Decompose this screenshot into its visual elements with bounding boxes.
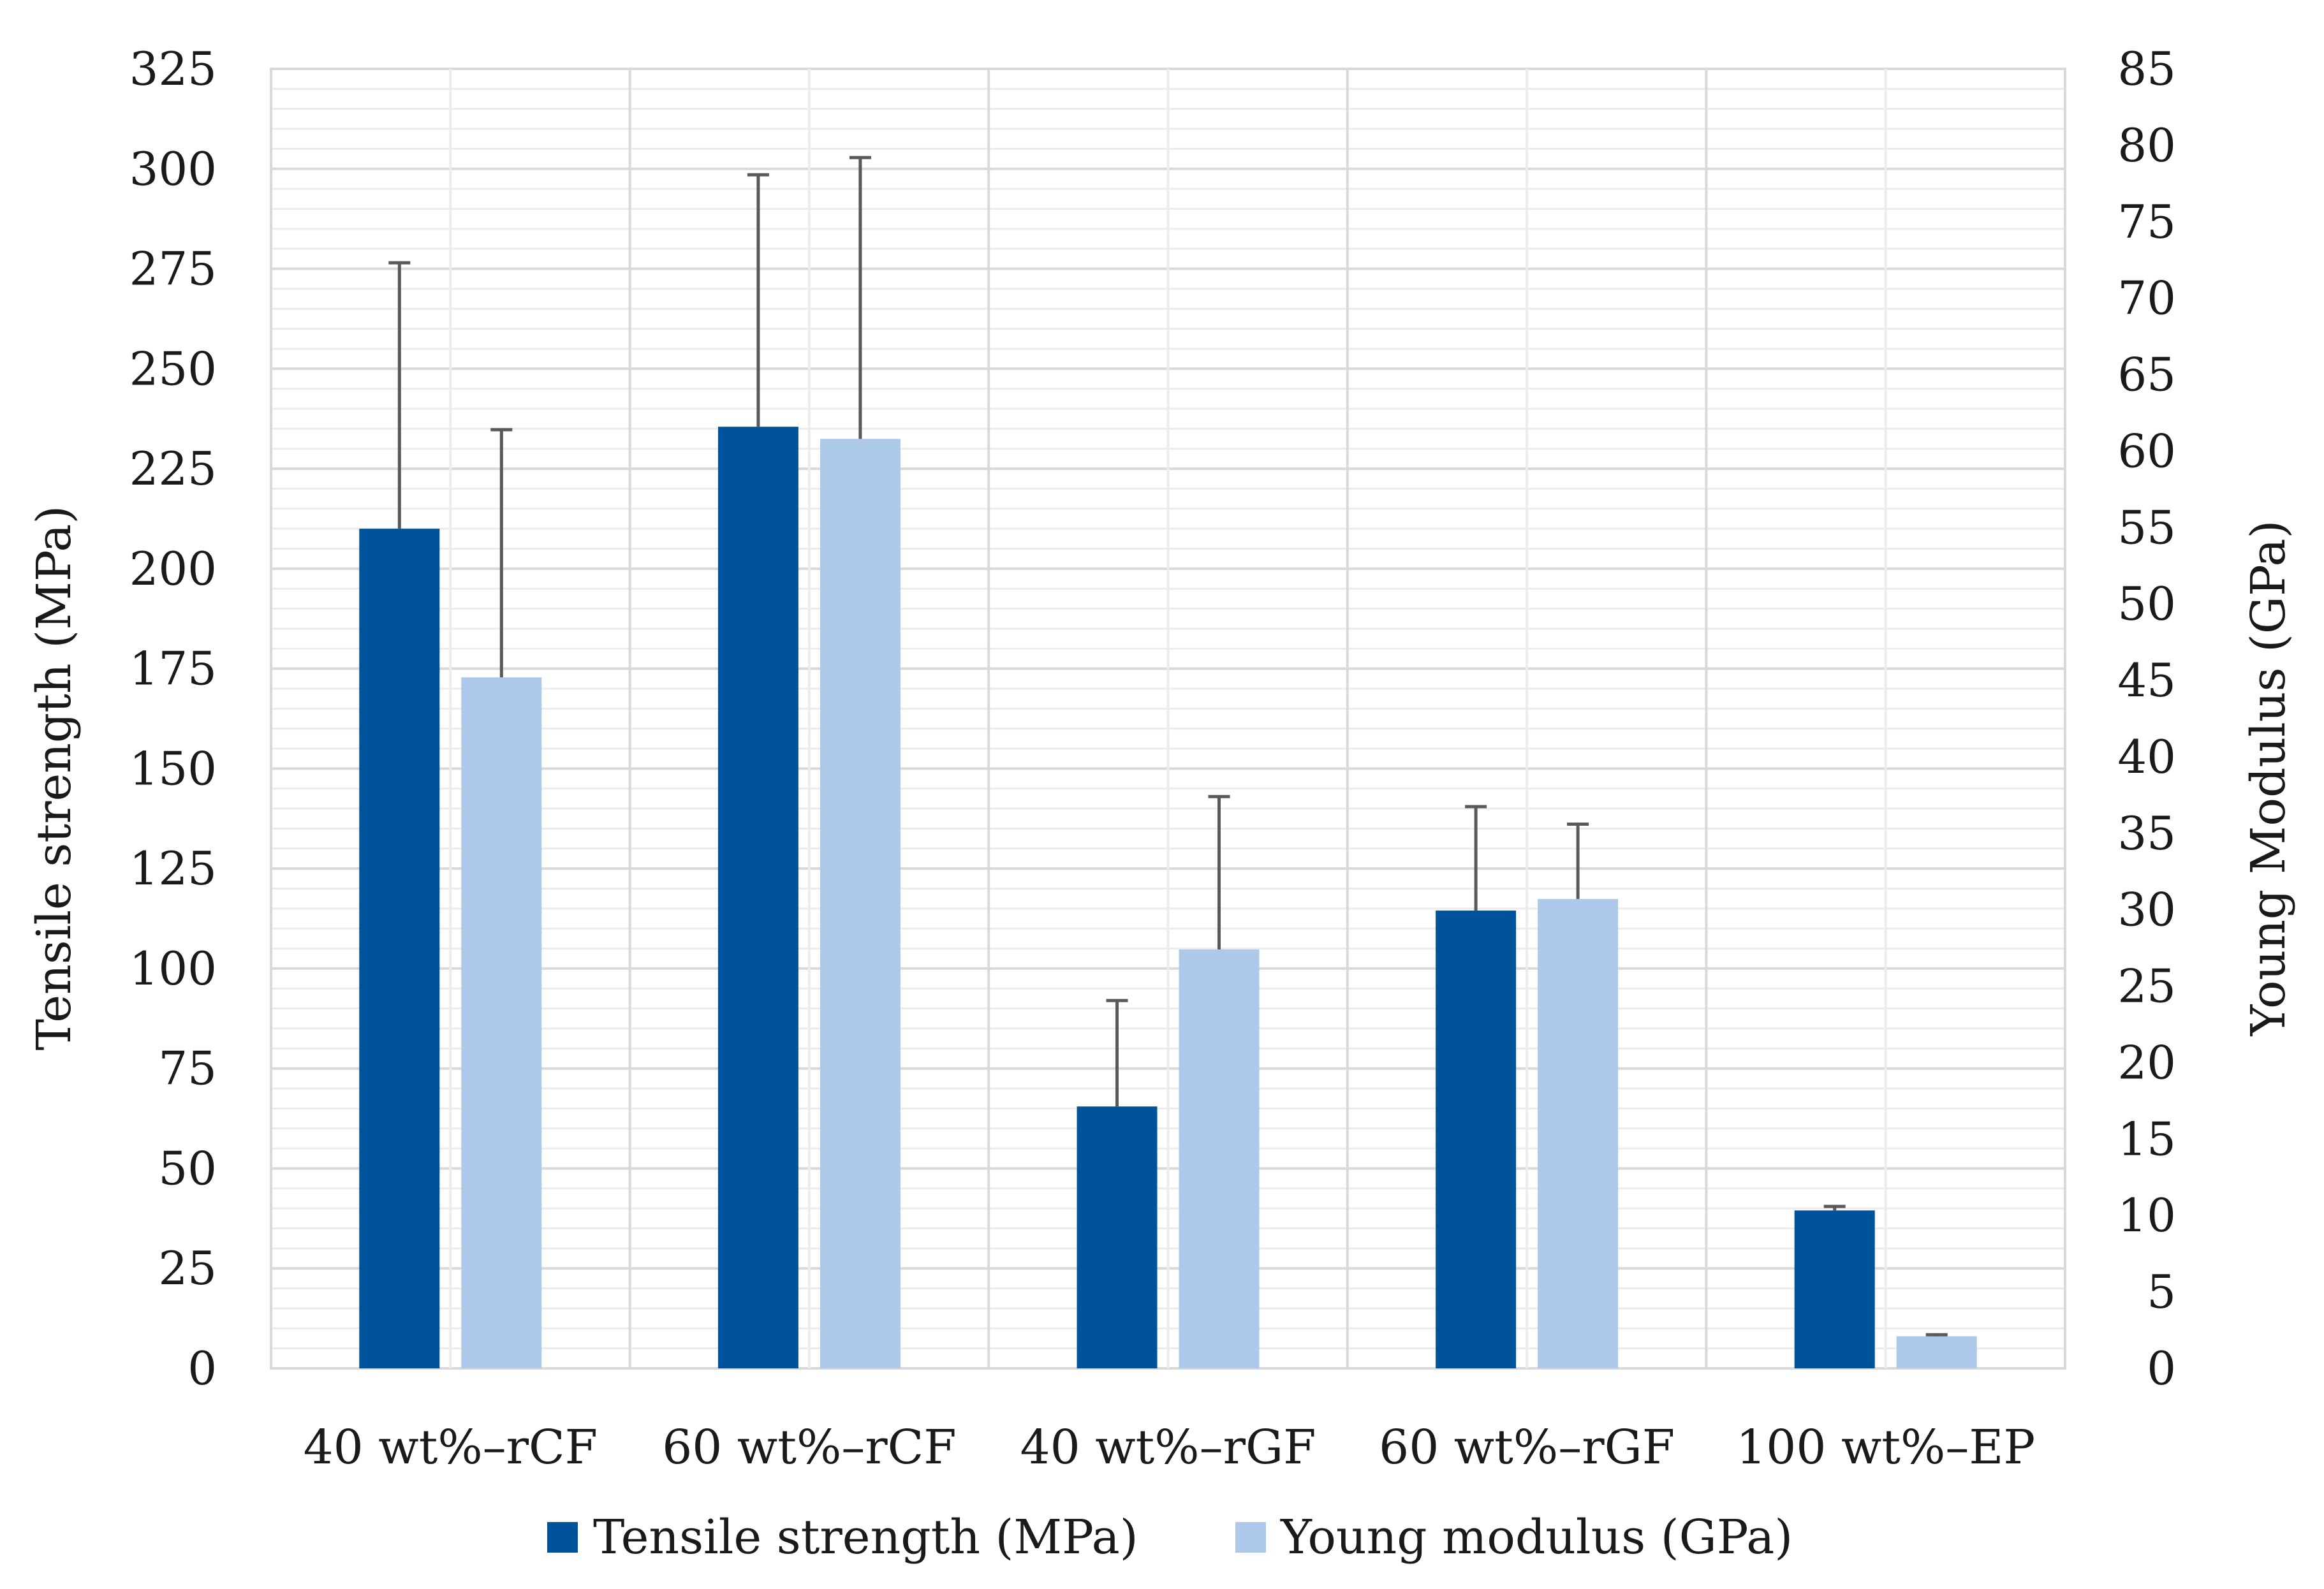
right-tick-label: 25 bbox=[2117, 960, 2176, 1013]
legend: Tensile strength (MPa) Young modulus (GP… bbox=[547, 1510, 1793, 1565]
right-axis-title: Young Modulus (GPa) bbox=[2241, 520, 2296, 1037]
left-tick-label: 75 bbox=[158, 1042, 217, 1095]
right-tick-label: 70 bbox=[2117, 272, 2176, 325]
left-axis-ticks: 0 25 50 75 100 125 150 175 200 225 250 275 300 325 bbox=[129, 42, 217, 1395]
left-tick-label: 150 bbox=[129, 742, 217, 795]
modulus-bar-0 bbox=[461, 677, 542, 1368]
left-tick-label: 0 bbox=[188, 1342, 217, 1395]
left-tick-label: 175 bbox=[129, 642, 217, 696]
tensile-bar-0 bbox=[359, 529, 440, 1369]
right-tick-label: 40 bbox=[2117, 730, 2176, 784]
category-label: 100 wt%–EP bbox=[1736, 1420, 2035, 1475]
left-axis-title: Tensile strength (MPa) bbox=[27, 506, 82, 1051]
right-tick-label: 30 bbox=[2117, 883, 2176, 937]
right-tick-label: 60 bbox=[2117, 424, 2176, 478]
tensile-bar-2 bbox=[1077, 1106, 1158, 1368]
modulus-bar-3 bbox=[1538, 898, 1619, 1368]
left-tick-label: 300 bbox=[129, 142, 217, 196]
right-axis-ticks: 0 5 10 15 20 25 30 35 40 45 50 55 60 65 70 75 80 85 bbox=[2117, 42, 2176, 1395]
right-tick-label: 45 bbox=[2117, 654, 2176, 707]
category-label: 60 wt%–rGF bbox=[1379, 1420, 1675, 1475]
right-tick-label: 5 bbox=[2147, 1265, 2176, 1319]
left-tick-label: 50 bbox=[158, 1141, 217, 1195]
right-tick-label: 15 bbox=[2117, 1112, 2176, 1166]
left-tick-label: 275 bbox=[129, 242, 217, 296]
category-label: 40 wt%–rGF bbox=[1020, 1420, 1316, 1475]
tensile-bar-3 bbox=[1436, 910, 1517, 1368]
right-tick-label: 80 bbox=[2117, 119, 2176, 172]
category-label: 40 wt%–rCF bbox=[304, 1420, 598, 1475]
right-tick-label: 55 bbox=[2117, 501, 2176, 554]
left-tick-label: 250 bbox=[129, 342, 217, 395]
legend-swatch-modulus bbox=[1235, 1522, 1266, 1553]
category-labels: 40 wt%–rCF 60 wt%–rCF 40 wt%–rGF 60 wt%–rGF… bbox=[304, 1420, 2036, 1475]
left-tick-label: 100 bbox=[129, 942, 217, 995]
right-tick-label: 35 bbox=[2117, 807, 2176, 860]
left-tick-label: 125 bbox=[129, 842, 217, 895]
category-label: 60 wt%–rCF bbox=[662, 1420, 956, 1475]
right-tick-label: 75 bbox=[2117, 195, 2176, 249]
left-tick-label: 225 bbox=[129, 442, 217, 495]
modulus-bar-2 bbox=[1179, 949, 1260, 1368]
right-tick-label: 10 bbox=[2117, 1189, 2176, 1242]
legend-label-modulus: Young modulus (GPa) bbox=[1280, 1510, 1793, 1565]
gridlines bbox=[270, 68, 2066, 1370]
error-bars bbox=[388, 156, 1948, 1336]
tensile-bar-1 bbox=[717, 427, 798, 1368]
bars bbox=[359, 427, 1977, 1369]
right-tick-label: 50 bbox=[2117, 577, 2176, 631]
right-tick-label: 85 bbox=[2117, 42, 2176, 96]
left-tick-label: 25 bbox=[158, 1241, 217, 1295]
legend-label-tensile: Tensile strength (MPa) bbox=[593, 1510, 1138, 1565]
tensile-bar-4 bbox=[1794, 1210, 1875, 1368]
modulus-bar-4 bbox=[1896, 1336, 1977, 1368]
right-tick-label: 20 bbox=[2117, 1036, 2176, 1089]
legend-swatch-tensile bbox=[547, 1522, 578, 1553]
right-tick-label: 65 bbox=[2117, 348, 2176, 402]
left-tick-label: 200 bbox=[129, 542, 217, 596]
modulus-bar-1 bbox=[820, 439, 901, 1368]
right-tick-label: 0 bbox=[2147, 1342, 2176, 1395]
left-tick-label: 325 bbox=[129, 42, 217, 96]
